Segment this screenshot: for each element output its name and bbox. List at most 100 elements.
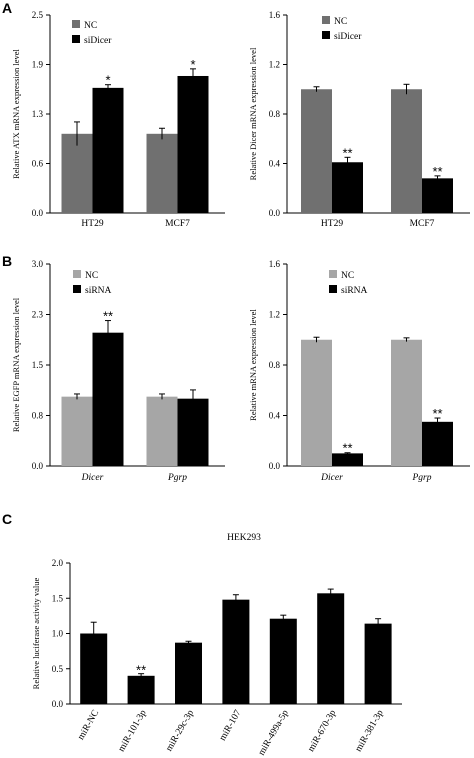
chart-egfp-expression: 0.0 0.8 1.5 2.3 3.0 Relative EGFP mRNA expres… (11, 259, 225, 483)
y-tick-label: 1.3 (32, 109, 44, 119)
y-tick-label: 1.6 (269, 259, 281, 269)
y-tick-label: 1.5 (32, 360, 44, 370)
bar (422, 421, 453, 466)
significance-marker: ** (432, 406, 442, 421)
y-tick-label: 0.5 (52, 664, 64, 674)
bar (391, 339, 422, 466)
bar (146, 133, 178, 213)
legend-swatch (322, 31, 330, 39)
y-tick-label: 0.4 (269, 159, 281, 169)
legend-swatch (329, 285, 337, 293)
legend-label: NC (84, 21, 97, 31)
chart-dicer-expression: 0.0 0.4 0.8 1.2 1.6 Relative Dicer mRNA expre… (248, 10, 470, 229)
x-tick-label: HT29 (81, 219, 103, 229)
y-tick-label: 2.3 (32, 310, 44, 320)
bar (61, 133, 93, 213)
x-tick-label: Pgrp (167, 473, 187, 483)
bar (175, 642, 202, 704)
x-tick-label: miR-670-3p (306, 708, 338, 753)
significance-marker: ** (136, 663, 146, 678)
bar (177, 398, 209, 466)
bar (61, 396, 93, 466)
x-tick-label: miR-NC (76, 709, 101, 742)
y-tick-label: 1.5 (52, 593, 64, 603)
significance-marker: * (190, 57, 195, 72)
bar (222, 599, 250, 704)
y-tick-label: 0.0 (269, 208, 281, 218)
y-axis-label: Relative luciferase activity value (31, 577, 41, 689)
y-tick-label: 0.0 (269, 461, 281, 471)
bar (317, 593, 345, 704)
y-tick-label: 0.4 (269, 411, 281, 421)
chart-title: HEK293 (227, 533, 261, 543)
bar (364, 623, 392, 704)
bar (92, 87, 124, 213)
y-axis-label: Relative EGFP mRNA expression level (11, 297, 21, 432)
legend-label: siDicer (84, 36, 112, 46)
x-tick-label: MCF7 (165, 219, 190, 229)
y-axis-label: Relative ATX mRNA expression level (11, 48, 21, 178)
legend-label: siRNA (85, 286, 112, 296)
chart-mrna-expression: 0.0 0.4 0.8 1.2 1.6 Relative mRNA expression … (248, 259, 470, 483)
y-tick-label: 0.8 (32, 411, 44, 421)
legend-label: NC (341, 271, 354, 281)
legend-swatch (329, 270, 337, 278)
panel-label-b: B (2, 253, 12, 269)
x-tick-label: miR-381-3p (354, 708, 386, 753)
bar (177, 75, 209, 213)
y-tick-label: 1.2 (269, 60, 280, 70)
legend-swatch (73, 285, 81, 293)
bar (391, 89, 422, 213)
chart-luciferase-activity: 0.0 0.5 1.0 1.5 2.0 Relative luciferase activ… (31, 533, 402, 757)
significance-marker: ** (342, 441, 352, 456)
significance-marker: * (105, 73, 110, 88)
y-tick-label: 0.8 (269, 360, 281, 370)
x-tick-label: Dicer (320, 473, 343, 483)
y-tick-label: 0.8 (269, 109, 281, 119)
y-tick-label: 0.0 (52, 699, 64, 709)
x-tick-label: miR-101-3p (117, 708, 149, 753)
bar (146, 396, 178, 466)
y-tick-label: 0.0 (32, 461, 44, 471)
x-tick-label: miR-499a-5p (257, 708, 291, 757)
legend-label: NC (85, 271, 98, 281)
y-tick-label: 2.5 (32, 10, 44, 20)
y-tick-label: 1.6 (269, 10, 281, 20)
bar (332, 453, 363, 466)
y-tick-label: 0.6 (32, 159, 44, 169)
panel-label-c: C (2, 511, 12, 527)
legend-label: NC (334, 17, 347, 27)
legend-swatch (73, 270, 81, 278)
bar (92, 332, 124, 466)
y-tick-label: 1.0 (52, 629, 64, 639)
x-tick-label: HT29 (321, 219, 343, 229)
chart-atx-expression: 0.0 0.6 1.3 1.9 2.5 Relative ATX mRNA express… (11, 10, 225, 229)
y-axis-label: Relative mRNA expression level (248, 309, 258, 421)
x-tick-label: miR-107 (218, 708, 244, 742)
x-tick-label: MCF7 (410, 219, 435, 229)
bar (332, 162, 363, 213)
bar (301, 89, 332, 213)
y-axis-label: Relative Dicer mRNA expression level (248, 47, 258, 180)
y-tick-label: 3.0 (32, 259, 44, 269)
bar (127, 675, 155, 704)
legend-swatch (322, 16, 330, 24)
panel-label-a: A (2, 0, 12, 16)
legend-label: siDicer (334, 32, 362, 42)
bar (80, 633, 108, 704)
bar (269, 618, 297, 704)
y-tick-label: 1.9 (32, 60, 44, 70)
significance-marker: ** (432, 164, 442, 179)
y-tick-label: 1.2 (269, 310, 280, 320)
legend-label: siRNA (341, 286, 368, 296)
x-tick-label: Pgrp (412, 473, 432, 483)
legend-swatch (72, 35, 80, 43)
x-tick-label: miR-29c-3p (164, 708, 196, 753)
significance-marker: ** (342, 145, 352, 160)
y-tick-label: 2.0 (52, 558, 64, 568)
legend-swatch (72, 20, 80, 28)
x-tick-label: Dicer (81, 473, 104, 483)
significance-marker: ** (103, 309, 113, 324)
y-tick-label: 0.0 (32, 208, 44, 218)
